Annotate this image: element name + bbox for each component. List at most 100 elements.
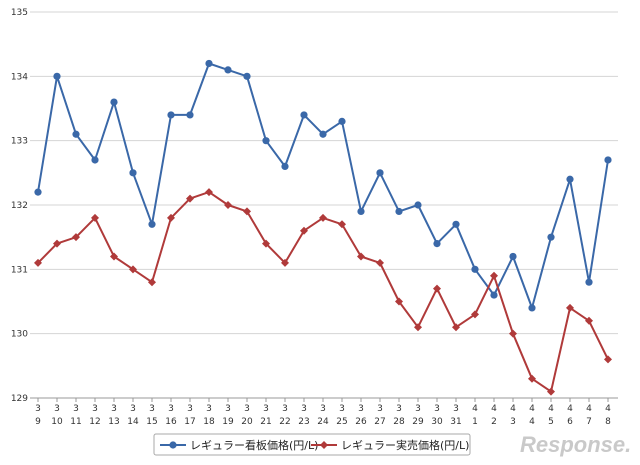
data-point: [528, 374, 536, 383]
x-tick-day: 12: [89, 417, 100, 427]
x-tick-day: 17: [184, 417, 195, 427]
x-tick-month: 3: [377, 404, 383, 414]
y-tick-label: 134: [11, 72, 28, 82]
x-tick-month: 4: [472, 404, 478, 414]
data-point: [452, 220, 460, 228]
data-point: [300, 111, 308, 119]
x-tick-month: 3: [434, 404, 440, 414]
x-tick-month: 4: [548, 404, 554, 414]
data-point: [509, 329, 517, 338]
y-tick-label: 129: [11, 394, 28, 404]
data-point: [338, 220, 346, 229]
x-tick-month: 3: [339, 404, 345, 414]
data-point: [509, 252, 517, 261]
x-tick-day: 23: [298, 417, 309, 427]
x-tick-month: 3: [244, 404, 250, 414]
x-tick-month: 3: [149, 404, 155, 414]
x-tick-day: 18: [203, 417, 215, 427]
data-point: [566, 175, 574, 183]
legend-label: レギュラー実売価格(円/L): [341, 438, 469, 452]
x-tick-month: 3: [54, 404, 60, 414]
x-tick-month: 3: [92, 404, 98, 414]
x-tick-day: 4: [529, 417, 535, 427]
data-point: [566, 303, 574, 312]
legend: レギュラー看板価格(円/L) レギュラー実売価格(円/L): [153, 433, 471, 456]
data-point: [148, 278, 156, 287]
x-tick-day: 24: [317, 417, 329, 427]
data-point: [376, 258, 384, 267]
x-tick-month: 3: [396, 404, 402, 414]
data-point: [243, 72, 251, 80]
x-tick-month: 3: [415, 404, 421, 414]
legend-marker: [169, 441, 177, 449]
data-point: [91, 156, 99, 164]
data-point: [72, 233, 80, 242]
data-point: [34, 188, 42, 196]
data-point: [186, 111, 194, 119]
data-point: [110, 252, 118, 261]
data-point: [167, 111, 175, 119]
data-point: [91, 213, 99, 222]
data-point: [262, 137, 270, 145]
data-point: [395, 207, 403, 216]
x-tick-month: 4: [529, 404, 535, 414]
x-tick-month: 4: [491, 404, 497, 414]
data-point: [205, 59, 213, 68]
data-point: [224, 201, 232, 209]
x-tick-month: 3: [130, 404, 136, 414]
x-tick-day: 6: [567, 417, 573, 427]
series-1: [34, 59, 612, 312]
series-group: [34, 59, 612, 396]
x-tick-day: 13: [108, 417, 119, 427]
x-tick-month: 3: [282, 404, 288, 414]
x-tick-month: 3: [35, 404, 41, 414]
data-point: [471, 265, 479, 273]
x-tick-day: 19: [222, 417, 234, 427]
y-tick-label: 131: [11, 265, 28, 275]
x-tick-day: 29: [412, 417, 424, 427]
y-tick-label: 132: [11, 201, 28, 211]
x-tick-day: 28: [393, 417, 405, 427]
grid-lines: [30, 11, 618, 399]
data-point: [186, 194, 194, 203]
x-tick-day: 9: [35, 417, 41, 427]
x-tick-day: 11: [70, 417, 81, 427]
data-point: [262, 239, 270, 248]
x-tick-day: 5: [548, 417, 554, 427]
data-point: [53, 239, 61, 248]
x-axis: 3931031131231331431531631731831932032132…: [30, 397, 618, 427]
data-point: [319, 213, 327, 222]
x-tick-day: 31: [450, 417, 461, 427]
x-tick-month: 3: [301, 404, 307, 414]
x-tick-month: 3: [187, 404, 193, 414]
x-tick-day: 16: [165, 417, 177, 427]
x-tick-day: 3: [510, 417, 516, 427]
data-point: [490, 291, 498, 299]
x-tick-month: 3: [168, 404, 174, 414]
data-point: [110, 98, 118, 106]
x-tick-month: 4: [586, 404, 592, 414]
data-point: [243, 207, 251, 216]
response-watermark: Response.: [520, 432, 631, 457]
x-tick-day: 2: [491, 417, 497, 427]
y-axis-ticks: 129 130 131 132 133 134 135: [11, 8, 28, 404]
data-point: [281, 258, 289, 267]
x-tick-day: 30: [431, 417, 443, 427]
y-tick-label: 133: [11, 137, 28, 147]
x-tick-day: 21: [260, 417, 271, 427]
x-tick-day: 14: [127, 417, 139, 427]
x-tick-month: 3: [111, 404, 117, 414]
x-tick-day: 25: [336, 417, 347, 427]
x-tick-day: 20: [241, 417, 253, 427]
data-point: [414, 201, 422, 209]
x-tick-month: 4: [567, 404, 573, 414]
data-point: [395, 297, 403, 306]
data-point: [319, 130, 327, 138]
data-point: [357, 207, 365, 216]
x-tick-month: 3: [206, 404, 212, 414]
data-point: [490, 271, 498, 280]
data-point: [34, 258, 42, 267]
data-point: [300, 226, 308, 235]
y-tick-label: 130: [11, 330, 28, 340]
data-point: [547, 387, 555, 396]
